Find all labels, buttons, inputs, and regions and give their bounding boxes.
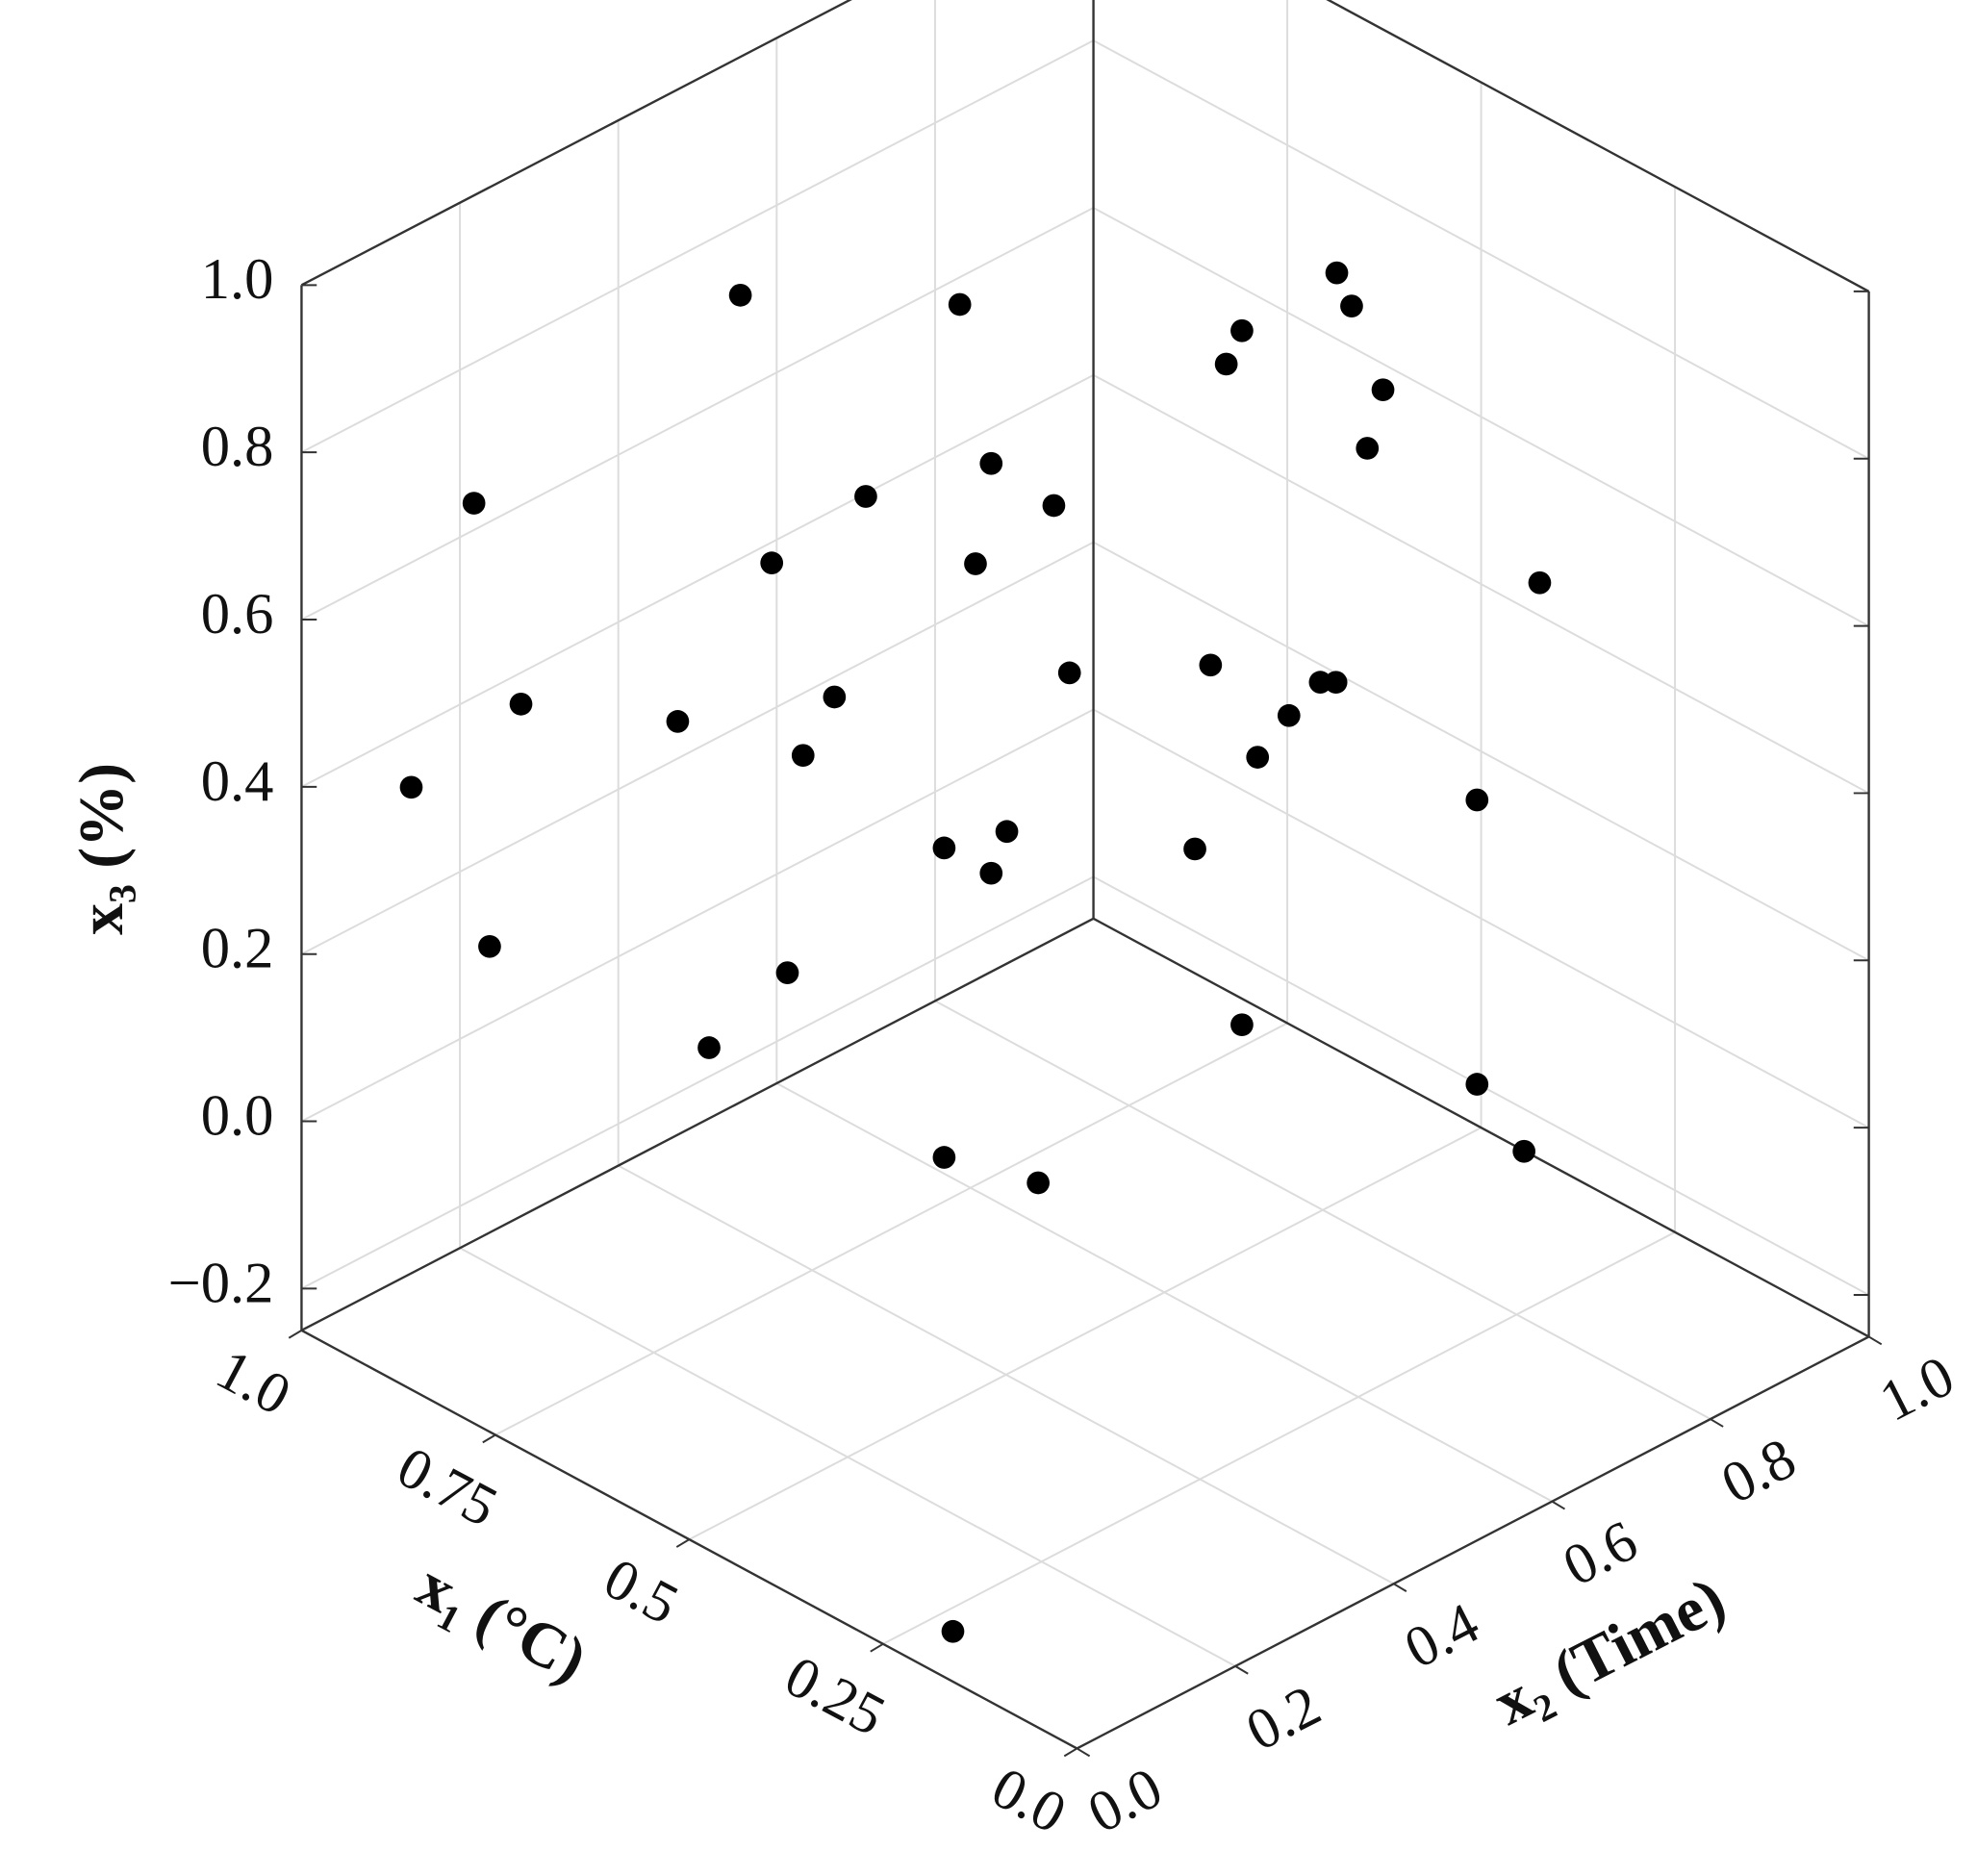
data-point — [1246, 746, 1270, 769]
data-point — [791, 744, 815, 768]
grid-line — [459, 1247, 1236, 1667]
grid-line — [1093, 39, 1870, 460]
data-point — [728, 284, 752, 307]
data-point — [932, 836, 956, 860]
data-point — [399, 775, 423, 799]
grid-line — [1093, 541, 1870, 962]
y-tick-label: 0.6 — [1554, 1508, 1648, 1599]
grid-line — [688, 1127, 1483, 1541]
data-point — [1465, 1073, 1489, 1096]
data-point — [666, 710, 690, 733]
grid-line — [300, 39, 1095, 454]
data-point — [1277, 703, 1301, 727]
grid-line — [882, 1230, 1676, 1645]
grid-line — [1093, 373, 1870, 795]
data-point — [1183, 837, 1206, 861]
grid-line — [618, 1164, 1395, 1585]
data-point — [854, 485, 877, 508]
data-point — [509, 693, 533, 716]
data-point — [979, 451, 1003, 475]
grid-line — [1093, 207, 1870, 627]
data-point — [964, 552, 987, 575]
z-tick-label: 0.4 — [201, 749, 274, 814]
grid-line — [775, 1082, 1553, 1503]
data-point — [995, 820, 1019, 844]
z-tick-label: 0.8 — [201, 415, 274, 479]
grid-line — [300, 875, 1095, 1290]
data-point — [760, 551, 784, 574]
data-point — [1324, 671, 1348, 695]
grid-line — [300, 708, 1095, 1123]
axis-edge — [1076, 1335, 1870, 1750]
data-point — [1356, 437, 1380, 460]
grid-line — [494, 1022, 1288, 1436]
y-axis-label: x₂ (Time) — [1483, 1563, 1736, 1738]
grid-line — [300, 373, 1095, 788]
data-point — [979, 861, 1003, 885]
data-point — [941, 1619, 965, 1643]
data-point — [1465, 788, 1489, 812]
tick-mark — [1551, 1500, 1566, 1510]
tick-mark — [1868, 1335, 1883, 1346]
data-point — [1027, 1171, 1050, 1195]
grid-line — [300, 541, 1095, 955]
data-point — [1528, 570, 1552, 595]
x-axis-label: x₁ (°C) — [406, 1550, 597, 1696]
z-tick-label: 0.2 — [201, 917, 274, 981]
data-point — [1340, 294, 1363, 317]
data-point — [932, 1146, 956, 1169]
y-tick-label: 0.8 — [1711, 1426, 1806, 1516]
x-tick-label: 0.25 — [774, 1644, 895, 1749]
grid-line — [934, 1000, 1711, 1420]
tick-mark — [870, 1642, 884, 1653]
tick-mark — [1063, 1747, 1077, 1758]
x-tick-label: 1.0 — [206, 1337, 300, 1429]
axis-edge — [1326, 0, 1870, 292]
data-point — [1199, 653, 1223, 677]
data-point — [1512, 1139, 1536, 1163]
data-point — [948, 292, 972, 317]
data-point — [1057, 661, 1081, 685]
data-point — [1042, 494, 1066, 518]
data-point — [1308, 671, 1332, 694]
data-point — [775, 961, 799, 984]
data-point — [1230, 318, 1254, 342]
tick-mark — [1076, 1747, 1091, 1758]
z-tick-label: 1.0 — [201, 247, 274, 312]
grid-line — [1093, 708, 1870, 1128]
data-point — [1371, 378, 1395, 402]
y-tick-label: 0.2 — [1236, 1673, 1331, 1763]
tick-mark — [1234, 1665, 1249, 1675]
y-tick-label: 1.0 — [1870, 1344, 1964, 1434]
axis-edge — [300, 917, 1095, 1331]
z-axis-label: x₃ (%) — [66, 763, 137, 935]
y-tick-label: 0.4 — [1395, 1590, 1489, 1681]
plot-area: −0.2 0.0 0.2 0.4 0.6 0.8 1.0 0.0 0.25 0.5 0.75 1.0 0… — [66, 0, 1964, 1846]
x-tick-label: 0.75 — [387, 1434, 507, 1539]
grid-line — [300, 207, 1095, 621]
z-tick-label: 0.0 — [201, 1083, 274, 1148]
x-tick-label: 0.5 — [594, 1546, 688, 1637]
tick-mark — [675, 1538, 690, 1548]
y-tick-label: 0.0 — [1078, 1756, 1173, 1846]
data-point — [462, 492, 486, 515]
data-point — [697, 1036, 721, 1059]
grid-line — [300, 0, 852, 287]
z-tick-label: −0.2 — [168, 1251, 274, 1315]
x-tick-label: 0.0 — [981, 1755, 1076, 1846]
data-point — [478, 934, 501, 958]
tick-mark — [288, 1330, 302, 1339]
tick-mark — [1393, 1583, 1407, 1592]
tick-mark — [1710, 1418, 1724, 1428]
data-point — [1214, 352, 1238, 376]
tick-mark — [482, 1433, 496, 1444]
data-point — [823, 685, 847, 709]
axis-edge — [1093, 917, 1870, 1338]
axis-edge — [300, 0, 852, 287]
data-point — [1230, 1013, 1254, 1037]
z-tick-label: 0.6 — [201, 582, 274, 646]
data-point — [1325, 261, 1349, 285]
